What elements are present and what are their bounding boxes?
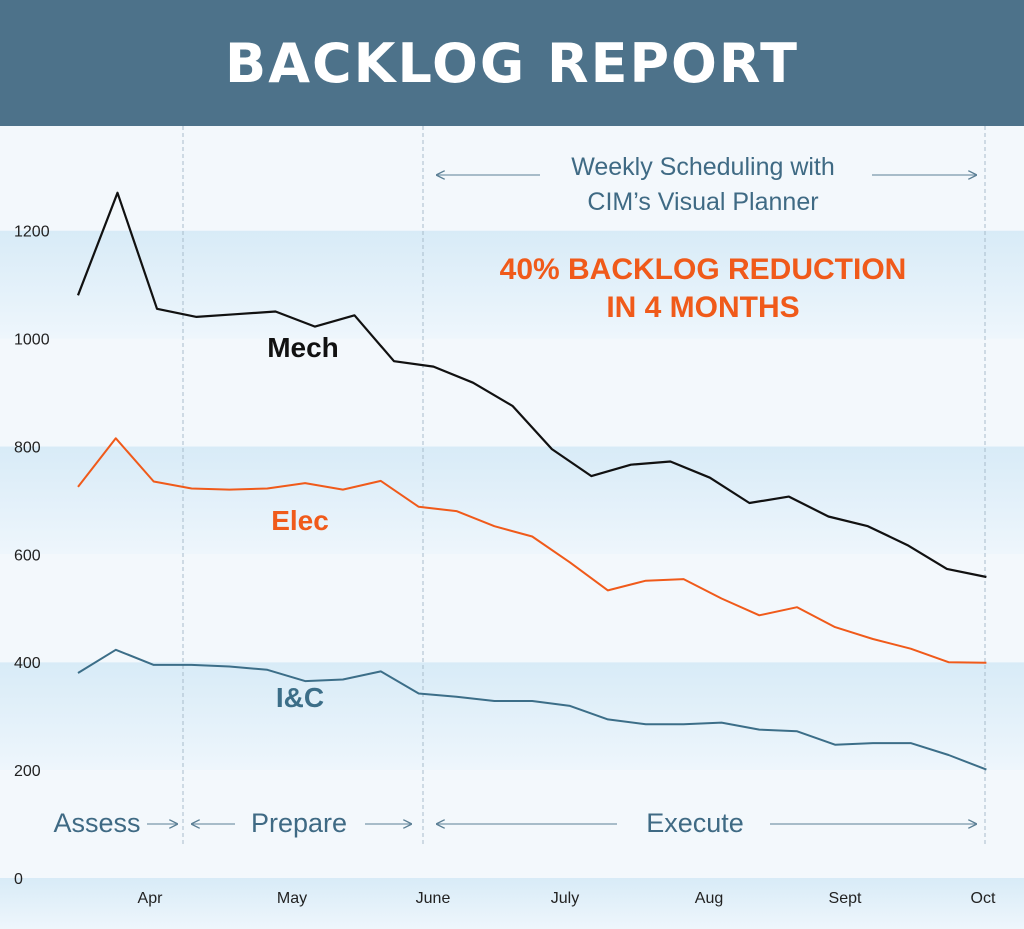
series-line-mech: [76, 191, 987, 579]
y-tick-label: 800: [14, 439, 41, 456]
headline-line-1: 40% BACKLOG REDUCTION: [500, 253, 907, 286]
x-tick-label: Aug: [695, 890, 723, 907]
y-tick-label: 0: [14, 871, 23, 888]
grid-band: [0, 662, 1024, 771]
backlog-line-chart: 0 200 400 600 800 1000 1200 Apr May June July Aug S…: [0, 126, 1024, 929]
grid-band: [0, 338, 1024, 447]
y-axis-ticks: 0 200 400 600 800 1000 1200: [14, 224, 50, 888]
x-tick-label: May: [277, 890, 307, 907]
series-line-elec: [77, 437, 987, 664]
grid-band: [0, 230, 1024, 339]
x-tick-label: Sept: [829, 890, 862, 907]
grid-band: [0, 878, 1024, 929]
series-line-ic: [77, 648, 987, 771]
y-tick-label: 1000: [14, 332, 50, 349]
series-label-mech: Mech: [267, 332, 339, 363]
report-title: BACKLOG REPORT: [225, 31, 799, 95]
report-header: BACKLOG REPORT: [0, 0, 1024, 126]
phase-label-prepare: Prepare: [251, 808, 347, 838]
phase-label-execute: Execute: [646, 808, 744, 838]
phase-label-assess: Assess: [53, 808, 140, 838]
headline-line-2: IN 4 MONTHS: [606, 291, 799, 324]
series-label-ic: I&C: [276, 682, 324, 713]
y-tick-label: 200: [14, 763, 41, 780]
y-tick-label: 400: [14, 655, 41, 672]
grid-band: [0, 446, 1024, 555]
x-tick-label: July: [551, 890, 579, 907]
banner-line-1: Weekly Scheduling with: [571, 153, 835, 181]
x-tick-label: Apr: [138, 890, 164, 907]
series-label-elec: Elec: [271, 505, 329, 536]
grid-bands: [0, 126, 1024, 929]
series-lines: [76, 191, 987, 771]
y-tick-label: 1200: [14, 224, 50, 241]
banner-line-2: CIM’s Visual Planner: [587, 188, 818, 216]
grid-band: [0, 126, 1024, 231]
x-tick-label: June: [416, 890, 451, 907]
x-tick-label: Oct: [971, 890, 996, 907]
grid-band: [0, 554, 1024, 663]
x-axis-ticks: Apr May June July Aug Sept Oct: [138, 890, 996, 907]
y-tick-label: 600: [14, 547, 41, 564]
